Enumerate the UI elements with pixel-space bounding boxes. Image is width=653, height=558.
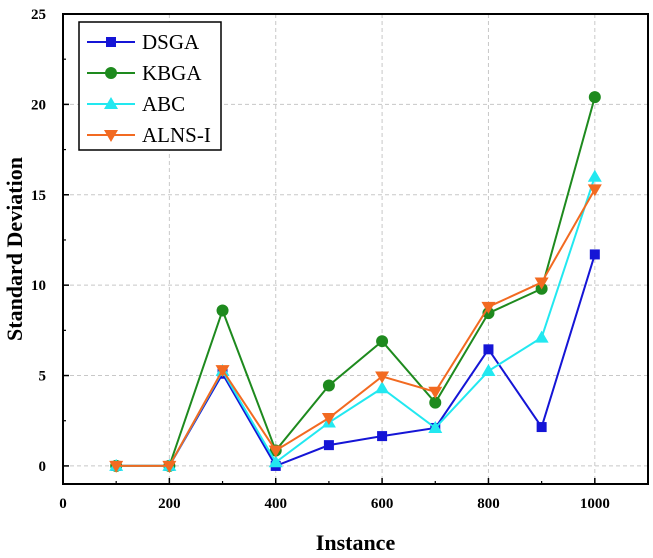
data-point-dsga [589, 249, 600, 260]
x-tick-label: 400 [264, 496, 287, 512]
x-tick-label: 1000 [580, 496, 610, 512]
legend-item-alns-i: ALNS-I [87, 123, 211, 147]
data-point-abc [268, 455, 283, 468]
x-tick-label: 600 [371, 496, 394, 512]
y-tick-label: 0 [39, 459, 47, 475]
data-point-alns-i [428, 386, 443, 399]
data-point-alns-i [534, 277, 549, 290]
series-line-kbga [116, 96, 596, 467]
legend-item-kbga: KBGA [87, 61, 202, 85]
data-point-kbga [588, 91, 601, 104]
data-point-alns-i [481, 301, 496, 314]
legend-label: ABC [142, 92, 185, 116]
data-point-abc [587, 169, 602, 182]
data-point-alns-i [162, 460, 177, 473]
data-point-abc [428, 420, 443, 433]
data-point-alns-i [587, 184, 602, 197]
data-point-abc [375, 381, 390, 394]
legend-marker [104, 97, 118, 109]
y-axis-title: Standard Deviation [2, 157, 27, 341]
data-point-dsga [483, 344, 494, 355]
data-point-kbga [322, 379, 335, 392]
legend-label: ALNS-I [142, 123, 211, 147]
data-point-alns-i [321, 413, 336, 426]
legend-marker [106, 37, 116, 47]
data-point-alns-i [268, 445, 283, 458]
data-point-dsga [323, 440, 334, 451]
legend: DSGA KBGA ABC ALNS-I [78, 21, 222, 151]
data-point-abc [534, 330, 549, 343]
x-tick-label: 800 [477, 496, 500, 512]
y-tick-label: 15 [31, 188, 46, 204]
data-point-kbga [216, 304, 229, 317]
x-tick-label: 200 [158, 496, 181, 512]
data-point-kbga [376, 335, 389, 348]
series-layer [109, 91, 602, 473]
data-point-dsga [536, 422, 547, 433]
data-point-dsga [377, 431, 388, 442]
legend-marker [105, 67, 117, 79]
x-axis-title: Instance [316, 530, 396, 555]
x-tick-label: 0 [59, 496, 67, 512]
series-line-abc [116, 176, 596, 467]
data-point-alns-i [375, 371, 390, 384]
y-tick-label: 25 [31, 7, 46, 23]
data-point-alns-i [109, 460, 124, 473]
y-tick-label: 5 [39, 369, 47, 385]
legend-label: KBGA [142, 61, 202, 85]
y-tick-label: 10 [31, 278, 46, 294]
series-alns-i [109, 184, 602, 473]
y-tick-label: 20 [31, 97, 46, 113]
data-point-abc [481, 364, 496, 377]
legend-item-abc: ABC [87, 92, 185, 116]
series-line-alns-i [116, 188, 596, 467]
data-point-alns-i [215, 365, 230, 378]
legend-label: DSGA [142, 30, 200, 54]
legend-item-dsga: DSGA [87, 30, 200, 54]
axis-ticks: 0 200 400 600 800 1000 0 5 10 15 20 25 [31, 7, 610, 512]
plot-area-frame [62, 13, 649, 485]
legend-marker [104, 130, 118, 142]
legend-box [78, 21, 222, 151]
data-point-kbga [429, 396, 442, 409]
